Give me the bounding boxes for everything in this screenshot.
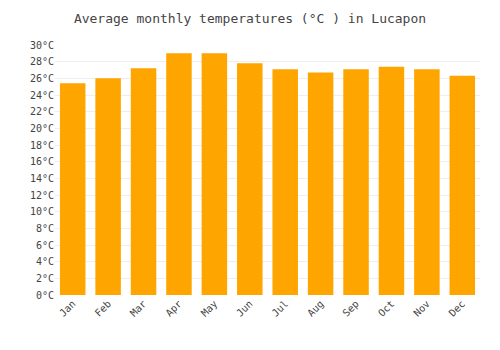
svg-text:14°C: 14°C bbox=[30, 173, 54, 184]
svg-text:28°C: 28°C bbox=[30, 56, 54, 67]
svg-text:Feb: Feb bbox=[93, 298, 114, 319]
svg-text:May: May bbox=[199, 298, 220, 319]
svg-text:Nov: Nov bbox=[411, 298, 432, 319]
svg-text:Jun: Jun bbox=[234, 298, 255, 319]
svg-text:Apr: Apr bbox=[163, 298, 184, 319]
svg-text:Dec: Dec bbox=[447, 298, 468, 319]
svg-text:Jan: Jan bbox=[57, 298, 78, 319]
svg-text:Oct: Oct bbox=[376, 298, 397, 319]
svg-text:22°C: 22°C bbox=[30, 106, 54, 117]
svg-text:16°C: 16°C bbox=[30, 156, 54, 167]
svg-text:10°C: 10°C bbox=[30, 206, 54, 217]
svg-text:0°C: 0°C bbox=[36, 290, 54, 301]
svg-text:Jul: Jul bbox=[270, 298, 291, 319]
svg-text:12°C: 12°C bbox=[30, 190, 54, 201]
svg-text:Aug: Aug bbox=[305, 298, 326, 319]
svg-text:24°C: 24°C bbox=[30, 90, 54, 101]
svg-text:8°C: 8°C bbox=[36, 223, 54, 234]
svg-text:18°C: 18°C bbox=[30, 140, 54, 151]
svg-text:26°C: 26°C bbox=[30, 73, 54, 84]
svg-text:Average monthly temperatures (: Average monthly temperatures (°C ) in Lu… bbox=[74, 11, 426, 26]
svg-text:4°C: 4°C bbox=[36, 256, 54, 267]
svg-text:Sep: Sep bbox=[340, 298, 361, 319]
svg-text:2°C: 2°C bbox=[36, 273, 54, 284]
svg-text:6°C: 6°C bbox=[36, 240, 54, 251]
svg-text:30°C: 30°C bbox=[30, 40, 54, 51]
svg-text:20°C: 20°C bbox=[30, 123, 54, 134]
svg-text:Mar: Mar bbox=[128, 298, 149, 319]
